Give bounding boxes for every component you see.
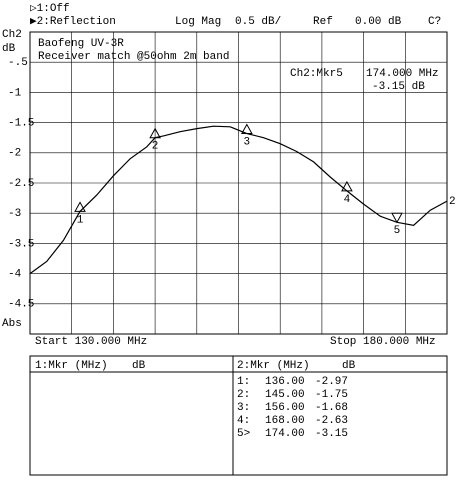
table-cell: 168.00 — [265, 415, 305, 427]
marker-label: 3 — [244, 136, 251, 148]
table-header: dB — [132, 360, 146, 372]
table-header: dB — [342, 360, 356, 372]
marker-label: 2 — [152, 141, 159, 153]
marker — [149, 127, 161, 139]
y-tick-label: -.5 — [8, 57, 28, 69]
marker — [240, 123, 253, 134]
marker-label: 5 — [394, 225, 401, 237]
y-tick-label: -4 — [8, 269, 22, 281]
table-header: 1:Mkr (MHz) — [35, 360, 108, 372]
table-cell: -3.15 — [315, 428, 348, 440]
y-tick-label: -1 — [8, 87, 22, 99]
marker-label: 4 — [344, 194, 351, 206]
y-tick-label: -3 — [8, 208, 21, 220]
marker — [341, 180, 353, 192]
y-tick-label: -2 — [8, 148, 21, 160]
channel1-status: ▷1:Off — [30, 3, 70, 15]
y-tick-label: -3.5 — [8, 238, 34, 250]
channel2-status: ▶2:Reflection — [30, 16, 116, 28]
channel-label: Ch2 — [2, 29, 22, 41]
active-marker-value: -3.15 dB — [372, 81, 425, 93]
table-cell: 4: — [237, 415, 250, 427]
stop-frequency: Stop 180.000 MHz — [330, 336, 436, 348]
table-cell: -1.68 — [315, 402, 348, 414]
table-header: 2:Mkr (MHz) — [237, 360, 310, 372]
table-cell: -2.97 — [315, 376, 348, 388]
marker-table — [29, 355, 448, 476]
y-tick-label: -4.5 — [8, 299, 34, 311]
annotation: Receiver match @50ohm 2m band — [38, 51, 229, 63]
start-frequency: Start 130.000 MHz — [35, 336, 147, 348]
table-cell: 145.00 — [265, 389, 305, 401]
y-tick-label: -1.5 — [8, 118, 34, 130]
table-cell: 136.00 — [265, 376, 305, 388]
y-unit: Abs — [2, 318, 22, 330]
trace-label: 2 — [449, 196, 456, 208]
marker — [74, 201, 86, 212]
table-cell: -2.63 — [315, 415, 348, 427]
status: C? — [428, 16, 441, 28]
marker-label: 1 — [77, 214, 84, 226]
trace — [29, 125, 448, 275]
table-cell: 3: — [237, 402, 250, 414]
active-marker-frequency: 174.000 MHz — [366, 68, 439, 80]
unit-label: dB — [2, 43, 16, 55]
table-cell: 174.00 — [265, 428, 305, 440]
scale: 0.5 dB/ — [235, 16, 281, 28]
marker — [391, 212, 403, 224]
table-cell: 1: — [237, 376, 250, 388]
ref-value: 0.00 dB — [355, 16, 402, 28]
ref-label: Ref — [313, 16, 333, 28]
active-marker: Ch2:Mkr5 — [290, 68, 343, 80]
table-cell: 2: — [237, 389, 250, 401]
table-cell: -1.75 — [315, 389, 348, 401]
annotation: Baofeng UV-3R — [38, 38, 124, 50]
table-cell: 5> — [237, 428, 250, 440]
format: Log Mag — [175, 16, 221, 28]
y-tick-label: -2.5 — [8, 178, 34, 190]
table-cell: 156.00 — [265, 402, 305, 414]
